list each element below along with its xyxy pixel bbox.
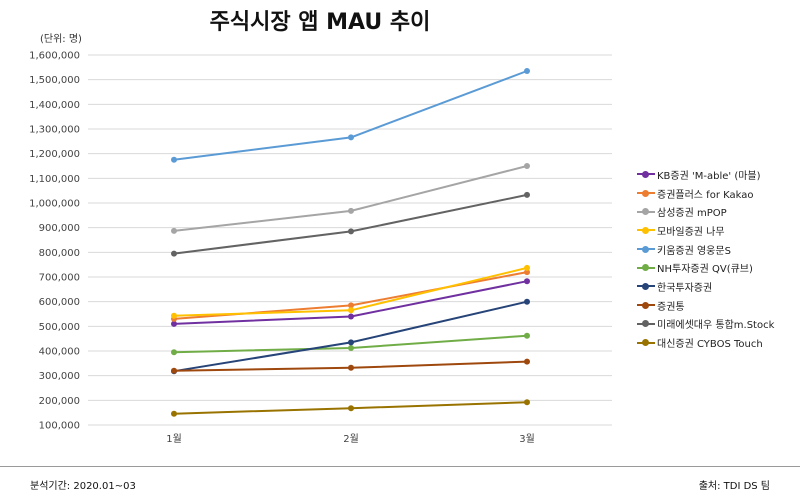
- data-point: [348, 134, 354, 141]
- y-tick-label: 1,300,000: [29, 125, 80, 136]
- legend-label: 키움증권 영웅문S: [657, 245, 731, 257]
- y-tick-label: 1,100,000: [29, 174, 80, 185]
- y-tick-label: 900,000: [39, 223, 80, 234]
- data-point: [171, 320, 177, 327]
- line-chart: 100,000 200,000 300,000 400,000 500,000 600,0…: [29, 51, 612, 445]
- legend-label: NH투자증권 QV(큐브): [657, 264, 753, 276]
- legend-item: 키움증권 영웅문S: [637, 240, 774, 259]
- legend-item: NH투자증권 QV(큐브): [637, 258, 774, 277]
- legend-item: 한국투자증권: [637, 277, 774, 296]
- legend-item: 대신증권 CYBOS Touch: [637, 333, 774, 352]
- data-point: [348, 207, 354, 214]
- data-point: [524, 278, 530, 285]
- data-point: [348, 345, 354, 351]
- data-point: [348, 307, 354, 314]
- y-tick-label: 1,500,000: [29, 75, 80, 86]
- chart-title: 주식시장 앱 MAU 추이: [209, 10, 431, 35]
- y-tick-label: 300,000: [39, 371, 80, 382]
- legend-item: 삼성증권 mPOP: [637, 202, 774, 221]
- legend-swatch: [637, 187, 655, 199]
- data-point: [348, 364, 354, 371]
- data-point: [171, 410, 177, 417]
- footer-divider: [0, 466, 800, 467]
- data-point: [348, 228, 354, 235]
- legend-swatch: [637, 337, 655, 349]
- legend-swatch: [637, 224, 655, 236]
- data-point: [524, 191, 530, 198]
- legend-swatch: [637, 243, 655, 255]
- y-tick-label: 1,200,000: [29, 149, 80, 160]
- data-point: [348, 339, 354, 346]
- data-point: [171, 227, 177, 234]
- legend-label: KB증권 'M-able' (마블): [657, 170, 761, 182]
- data-point: [348, 313, 354, 320]
- legend-item: KB증권 'M-able' (마블): [637, 165, 774, 184]
- legend: KB증권 'M-able' (마블) 증권플러스 for Kakao 삼성증권 mP…: [637, 165, 774, 352]
- series-line: [173, 165, 528, 232]
- legend-label: 모바일증권 나무: [657, 226, 725, 238]
- y-tick-label: 500,000: [39, 322, 80, 333]
- analysis-period: 분석기간: 2020.01~03: [30, 481, 136, 492]
- data-point: [524, 269, 530, 276]
- y-tick-label: 100,000: [39, 421, 80, 432]
- legend-swatch: [637, 318, 655, 330]
- data-point: [171, 312, 177, 319]
- y-tick-label: 800,000: [39, 248, 80, 259]
- legend-label: 증권플러스 for Kakao: [657, 189, 754, 201]
- legend-item: 증권통: [637, 296, 774, 315]
- legend-swatch: [637, 299, 655, 311]
- legend-item: 미래에셋대우 통합m.Stock: [637, 315, 774, 334]
- data-point: [171, 349, 177, 356]
- data-point: [171, 367, 177, 374]
- legend-item: 증권플러스 for Kakao: [637, 184, 774, 203]
- y-tick-label: 200,000: [39, 396, 80, 407]
- data-point: [524, 264, 530, 271]
- y-tick-label: 600,000: [39, 297, 80, 308]
- x-tick-label: 3월: [519, 433, 535, 445]
- legend-label: 미래에셋대우 통합m.Stock: [657, 320, 775, 332]
- data-point: [524, 68, 530, 74]
- data-point: [171, 156, 177, 163]
- legend-label: 한국투자증권: [657, 282, 713, 294]
- unit-label: (단위: 명): [40, 34, 82, 45]
- y-tick-label: 1,600,000: [29, 51, 80, 62]
- data-point: [524, 298, 530, 305]
- x-tick-label: 2월: [343, 433, 359, 445]
- legend-label: 삼성증권 mPOP: [657, 208, 727, 220]
- data-point: [348, 405, 354, 412]
- data-point: [524, 358, 530, 365]
- legend-label: 증권통: [657, 301, 685, 313]
- data-point: [171, 250, 177, 257]
- data-point: [524, 163, 530, 169]
- data-point: [524, 399, 530, 406]
- source-credit: 출처: TDI DS 팀: [698, 481, 770, 492]
- data-point: [524, 332, 530, 339]
- y-tick-label: 1,000,000: [29, 199, 80, 210]
- legend-swatch: [637, 168, 655, 180]
- legend-swatch: [637, 206, 655, 218]
- y-tick-label: 1,400,000: [29, 100, 80, 111]
- legend-item: 모바일증권 나무: [637, 221, 774, 240]
- y-tick-label: 400,000: [39, 347, 80, 358]
- data-point: [348, 302, 354, 309]
- x-tick-label: 1월: [166, 433, 182, 445]
- legend-label: 대신증권 CYBOS Touch: [657, 339, 763, 351]
- legend-swatch: [637, 280, 655, 292]
- series-line: [173, 70, 528, 161]
- legend-swatch: [637, 262, 655, 274]
- y-tick-label: 700,000: [39, 273, 80, 284]
